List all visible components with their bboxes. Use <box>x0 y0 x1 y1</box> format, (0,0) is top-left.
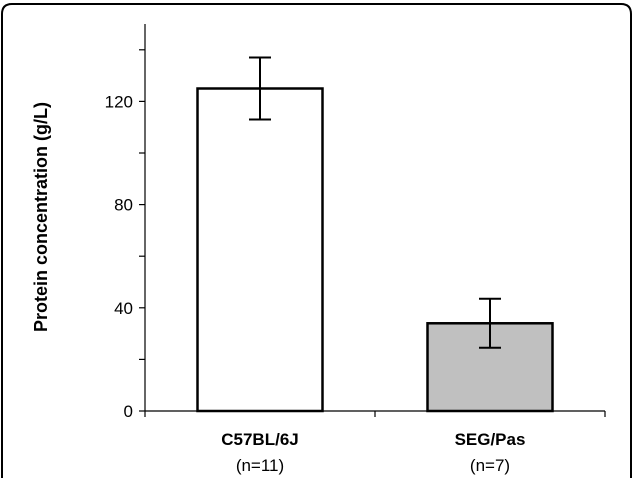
chart-border <box>1 3 632 478</box>
sample-size-label: (n=11) <box>236 456 284 475</box>
bar-0 <box>196 87 324 413</box>
category-labels: C57BL/6J (n=11) SEG/Pas (n=7) <box>221 430 525 475</box>
y-tick-label: 0 <box>124 402 133 421</box>
bar-1 <box>426 322 554 413</box>
category-label: SEG/Pas <box>455 430 526 449</box>
y-axis-title: Protein concentration (g/L) <box>31 102 51 332</box>
bars <box>196 87 554 413</box>
y-tick-label: 80 <box>114 196 133 215</box>
error-bars <box>249 56 501 349</box>
category-label: C57BL/6J <box>221 430 298 449</box>
y-axis-ticks: 0 40 80 120 <box>105 49 145 421</box>
sample-size-label: (n=7) <box>470 456 510 475</box>
y-tick-label: 120 <box>105 92 133 111</box>
y-tick-label: 40 <box>114 299 133 318</box>
